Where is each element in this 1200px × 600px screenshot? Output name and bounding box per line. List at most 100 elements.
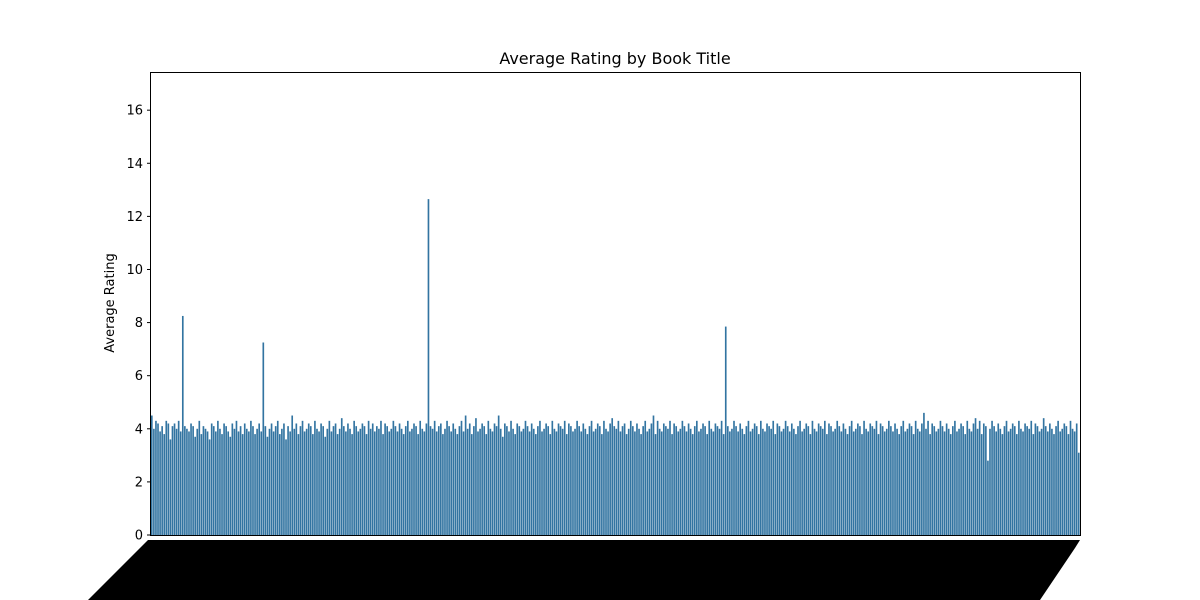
bar (722, 434, 725, 535)
bar (411, 428, 413, 535)
bar (935, 431, 938, 535)
bar (927, 420, 929, 535)
bar (175, 428, 178, 535)
bar (518, 426, 521, 535)
bar (250, 420, 252, 535)
bar (576, 420, 578, 535)
bar (731, 428, 733, 535)
bar (423, 431, 426, 535)
bar (1059, 431, 1062, 535)
bar (883, 431, 886, 535)
bar (745, 426, 748, 535)
bar (173, 423, 176, 535)
bar (813, 428, 816, 535)
bar (679, 428, 682, 535)
bar (918, 431, 921, 535)
bar (355, 426, 358, 535)
bar (966, 420, 969, 535)
bar (437, 426, 440, 535)
bar (784, 420, 787, 535)
bar (908, 423, 911, 535)
bar (452, 423, 455, 535)
bar (615, 428, 618, 535)
bar (186, 428, 188, 535)
bar (698, 431, 700, 535)
bar (1071, 428, 1074, 535)
bar (638, 428, 640, 535)
bar (184, 426, 186, 535)
bar (1057, 420, 1059, 535)
bar (673, 423, 675, 535)
bar (873, 428, 876, 535)
bar (896, 428, 898, 535)
bar (425, 423, 428, 535)
bar (196, 428, 199, 535)
bar (805, 423, 808, 535)
bar (316, 428, 318, 535)
bar (373, 431, 376, 535)
bar (1075, 423, 1078, 535)
bar (427, 199, 430, 535)
bar (1067, 434, 1070, 535)
bar (475, 418, 477, 535)
bar (289, 431, 291, 535)
bar (473, 426, 475, 535)
bar (644, 420, 647, 535)
bar (627, 428, 630, 535)
bar (489, 428, 492, 535)
bar (601, 434, 603, 535)
bar (596, 423, 599, 535)
bar (751, 428, 754, 535)
bar (510, 420, 512, 535)
bar (815, 431, 818, 535)
bar (611, 418, 614, 535)
bar (648, 428, 651, 535)
bar (194, 436, 196, 535)
bar (1028, 428, 1031, 535)
bar (817, 423, 820, 535)
bar (574, 428, 576, 535)
bar (396, 431, 399, 535)
bar (1020, 428, 1022, 535)
bar (283, 423, 285, 535)
bar (741, 428, 744, 535)
bar (782, 428, 785, 535)
bar (958, 428, 960, 535)
bar (603, 420, 605, 535)
bar (836, 420, 839, 535)
bar (708, 420, 711, 535)
bar (270, 423, 273, 535)
bar (906, 428, 909, 535)
bar (733, 420, 735, 535)
bar (458, 426, 461, 535)
y-tick-label: 4 (135, 422, 143, 437)
bar (854, 428, 857, 535)
bar (345, 431, 347, 535)
bar (468, 423, 471, 535)
bar (235, 420, 238, 535)
bar (660, 431, 663, 535)
bar (572, 431, 574, 535)
bar (262, 342, 265, 535)
bar (1046, 431, 1049, 535)
bar (293, 428, 296, 535)
bar (291, 415, 294, 535)
bar (202, 426, 205, 535)
bar (755, 426, 758, 535)
bar (749, 431, 752, 535)
bar (790, 423, 793, 535)
bar (444, 428, 446, 535)
bar (898, 434, 900, 535)
bar (466, 428, 469, 535)
bar (636, 423, 638, 535)
bar (712, 431, 715, 535)
bar (632, 426, 634, 535)
bar (1065, 426, 1068, 535)
bar (190, 423, 192, 535)
bar (867, 431, 870, 535)
bar (1018, 420, 1020, 535)
bar (999, 428, 1002, 535)
bar (640, 434, 642, 535)
bar (260, 431, 263, 535)
